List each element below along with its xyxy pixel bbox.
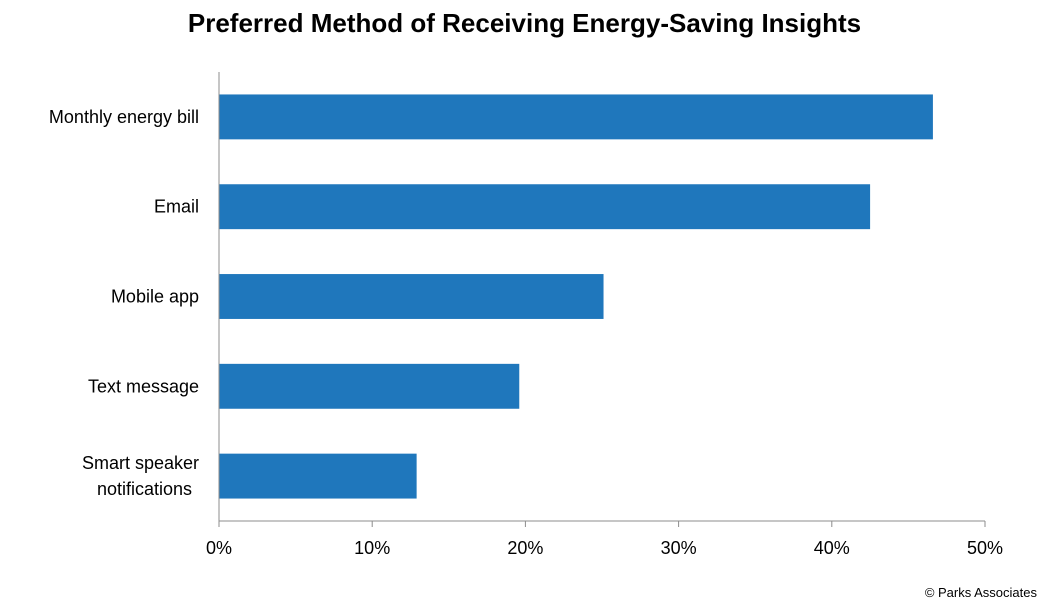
bar-2 xyxy=(219,274,604,319)
chart-title: Preferred Method of Receiving Energy-Sav… xyxy=(187,8,862,38)
bar-0 xyxy=(219,94,933,140)
x-tick-label-1: 10% xyxy=(354,538,390,558)
category-label-1: Email xyxy=(154,197,199,217)
bar-3 xyxy=(219,363,520,409)
x-tick-label-3: 30% xyxy=(661,538,697,558)
category-label-2: Mobile app xyxy=(111,287,199,307)
x-tick-label-5: 50% xyxy=(967,538,1003,558)
x-tick-label-4: 40% xyxy=(814,538,850,558)
category-label-4: Smart speaker notifications xyxy=(82,453,199,499)
bar-4 xyxy=(219,453,417,499)
category-label-3: Text message xyxy=(88,376,199,396)
x-tick-label-0: 0% xyxy=(206,538,232,558)
bar-1 xyxy=(219,184,871,230)
copyright-credit: © Parks Associates xyxy=(924,585,1037,600)
x-tick-label-2: 20% xyxy=(507,538,543,558)
category-label-0: Monthly energy bill xyxy=(49,107,199,127)
